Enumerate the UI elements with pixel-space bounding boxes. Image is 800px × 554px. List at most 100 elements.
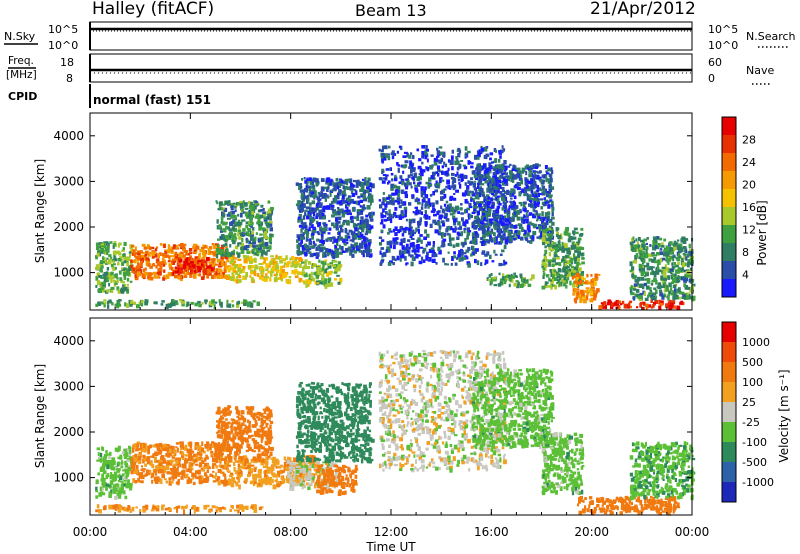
power-cells-cell-6 [302, 232, 305, 236]
power-cells-cell-10 [577, 251, 581, 256]
power-cells-cell-0 [129, 280, 133, 283]
power-cells-cell-9 [519, 275, 523, 279]
power-cells-cell-6 [353, 200, 357, 204]
power-cells-cell-0 [116, 276, 119, 280]
power-cells-cell-11 [576, 292, 579, 296]
power-cells-cell-5 [215, 248, 220, 253]
power-cells-cell-1 [135, 268, 140, 274]
power-cells-cell-3 [251, 265, 255, 269]
velocity-cells-cell-1 [170, 476, 175, 479]
power-cells-cell-6 [360, 212, 363, 215]
power-cells-cell-13 [643, 291, 646, 296]
power-cells-cell-10 [545, 263, 548, 267]
power-cells-cell-1 [134, 274, 137, 278]
power-cells-cell-0 [126, 277, 130, 282]
power-cells-cell-7 [432, 245, 435, 248]
power-cells-cell-6 [335, 217, 338, 222]
power-cells-cell-7 [382, 192, 385, 195]
power-cells-cell-3 [254, 257, 257, 263]
power-cells-cell-6 [351, 184, 356, 188]
power-cells-cell-7 [392, 245, 396, 250]
power-cells-cell-7 [467, 213, 471, 218]
power-cells-cell-12 [654, 300, 659, 304]
power-cells-cell-1 [180, 251, 184, 255]
power-cells-cell-7 [435, 200, 439, 205]
power-cells-cell-8 [498, 215, 503, 218]
power-cells-cell-13 [638, 263, 643, 268]
power-cells-cell-10 [572, 230, 576, 234]
power-cells-cell-13 [672, 278, 677, 284]
power-cells-cell-10 [555, 227, 559, 232]
power-cells-cell-6 [358, 242, 362, 248]
power-cells-cell-7 [394, 241, 399, 245]
power-cells-cell-5 [248, 240, 252, 245]
velocity-cells-cell-0 [122, 490, 126, 495]
power-cells-cell-7 [491, 260, 495, 263]
power-cells-cell-7 [464, 238, 467, 243]
power-cells-cell-8 [525, 237, 529, 242]
power-cells-cell-6 [305, 233, 309, 239]
power-cells-cell-2 [197, 266, 201, 271]
power-cells-cell-10 [568, 236, 572, 239]
power-cells-cell-0 [104, 262, 108, 265]
power-cells-cell-8 [510, 201, 514, 206]
power-cells-cell-2 [177, 257, 181, 260]
power-cells-cell-9 [513, 272, 516, 275]
power-cells-cell-1 [167, 260, 171, 263]
power-cells-cell-7 [393, 212, 397, 215]
power-cells-cell-7 [412, 245, 416, 250]
power-cells-cell-1 [224, 262, 227, 267]
power-cells-cell-5 [234, 209, 237, 213]
power-cells-cell-7 [381, 258, 385, 261]
power-cells-cell-8 [548, 220, 553, 224]
freq-label-1: Freq. [8, 55, 34, 67]
power-cells-cell-5 [247, 214, 251, 218]
power-cells-cell-14 [140, 302, 144, 307]
power-cells-cell-4 [310, 271, 313, 276]
power-cells-cell-7 [409, 160, 412, 166]
power-cells-cell-6 [363, 189, 366, 195]
power-cells-cell-8 [519, 236, 524, 241]
power-cells-cell-3 [233, 270, 238, 274]
power-cells-cell-1 [189, 255, 192, 261]
power-cells-cell-7 [428, 248, 433, 254]
power-cells-cell-0 [99, 275, 103, 278]
power-cells-cell-7 [388, 228, 392, 232]
power-cells-cell-1 [200, 276, 205, 280]
power-cells-cell-8 [515, 169, 518, 172]
power-cells-cell-7 [460, 250, 464, 255]
power-cells-cell-3 [275, 265, 279, 270]
power-cells-cell-7 [455, 189, 459, 193]
power-cells-cell-7 [404, 256, 407, 261]
power-cells-cell-12 [674, 305, 677, 309]
power-cells-cell-5 [233, 227, 238, 232]
power-cells-cell-14 [252, 300, 256, 303]
power-cells-cell-5 [241, 219, 246, 222]
power-cells-cell-7 [453, 251, 456, 255]
power-cells-cell-7 [437, 172, 440, 177]
power-cells-cell-7 [495, 222, 499, 227]
power-cells-cell-2 [184, 265, 189, 270]
power-cells-cell-5 [251, 227, 255, 231]
power-cells-cell-3 [227, 265, 232, 268]
power-cells-cell-1 [179, 255, 182, 258]
power-cells-cell-7 [448, 233, 452, 239]
power-cells-cell-3 [273, 277, 277, 283]
power-cells-cell-8 [489, 218, 494, 221]
power-cells-cell-11 [590, 297, 594, 303]
power-cells-cell-8 [521, 188, 524, 193]
power-cells-cell-5 [243, 245, 248, 251]
power-cells-cell-7 [465, 249, 470, 253]
velocity-cells-cell-1 [214, 448, 218, 453]
power-cells-cell-8 [549, 240, 553, 246]
power-cells-cell-6 [356, 211, 360, 216]
power-cells-cell-7 [447, 184, 451, 190]
power-cells-cell-8 [523, 233, 527, 237]
power-cells-cell-7 [397, 200, 401, 205]
power-cells-cell-11 [596, 288, 600, 293]
power-cells-cell-8 [473, 208, 477, 211]
power-cells-cell-7 [385, 174, 389, 177]
power-cells-cell-8 [545, 177, 548, 183]
power-cells-cell-0 [120, 279, 124, 283]
power-cells-cell-7 [467, 180, 470, 184]
